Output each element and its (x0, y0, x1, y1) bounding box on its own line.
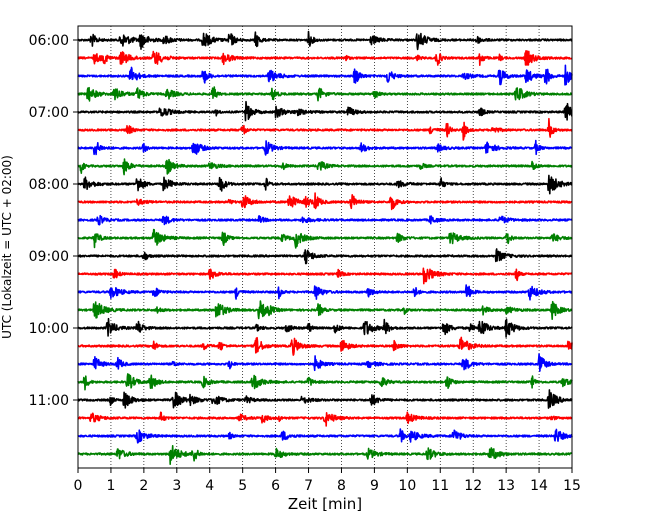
y-tick-label: 09:00 (29, 249, 69, 265)
x-tick-label: 13 (497, 478, 515, 494)
x-tick-label: 4 (205, 478, 214, 494)
y-tick-label: 10:00 (29, 321, 69, 337)
x-axis-ticks: 0 1 2 3 4 5 6 7 8 9 10 11 12 13 14 15 (74, 468, 581, 494)
trace-1130 (77, 428, 573, 444)
trace-0615 (77, 50, 573, 66)
x-tick-label: 15 (563, 478, 581, 494)
trace-0815 (77, 192, 573, 211)
y-axis-label: UTC (Lokalzeit = UTC + 02:00) (0, 155, 14, 339)
trace-1030 (77, 353, 573, 372)
y-tick-label: 11:00 (29, 393, 69, 409)
trace-0800 (77, 174, 573, 195)
x-tick-label: 1 (106, 478, 115, 494)
x-axis-label: Zeit [min] (288, 495, 362, 513)
trace-0930 (77, 284, 573, 301)
x-tick-label: 8 (337, 478, 346, 494)
x-tick-label: 6 (271, 478, 280, 494)
trace-0715 (77, 117, 573, 141)
trace-0945 (77, 300, 573, 320)
trace-1015 (77, 336, 573, 356)
trace-0700 (77, 100, 573, 122)
x-tick-label: 12 (464, 478, 482, 494)
x-tick-label: 3 (172, 478, 181, 494)
x-tick-label: 5 (238, 478, 247, 494)
y-tick-label: 07:00 (29, 105, 69, 121)
y-tick-label: 06:00 (29, 33, 69, 49)
x-tick-label: 7 (304, 478, 313, 494)
trace-0830 (77, 214, 573, 226)
trace-0845 (77, 228, 573, 249)
trace-0630 (77, 64, 573, 86)
trace-1100 (77, 389, 573, 409)
trace-0745 (77, 158, 573, 176)
x-tick-label: 14 (530, 478, 548, 494)
y-axis-ticks: 06:00 07:00 08:00 09:00 10:00 11:00 (29, 33, 78, 409)
trace-0915 (77, 267, 573, 285)
x-tick-label: 9 (370, 478, 379, 494)
trace-1045 (77, 373, 573, 391)
trace-0645 (77, 86, 573, 102)
y-tick-label: 08:00 (29, 177, 69, 193)
x-tick-label: 0 (74, 478, 83, 494)
trace-0730 (77, 139, 573, 156)
x-tick-label: 2 (139, 478, 148, 494)
trace-0900 (77, 248, 573, 265)
x-tick-label: 10 (398, 478, 416, 494)
trace-series (77, 30, 573, 465)
x-tick-label: 11 (431, 478, 449, 494)
plot-frame (77, 25, 573, 469)
trace-0600 (77, 30, 573, 51)
trace-1115 (77, 411, 573, 427)
trace-1145 (77, 445, 573, 465)
trace-1000 (77, 317, 573, 338)
